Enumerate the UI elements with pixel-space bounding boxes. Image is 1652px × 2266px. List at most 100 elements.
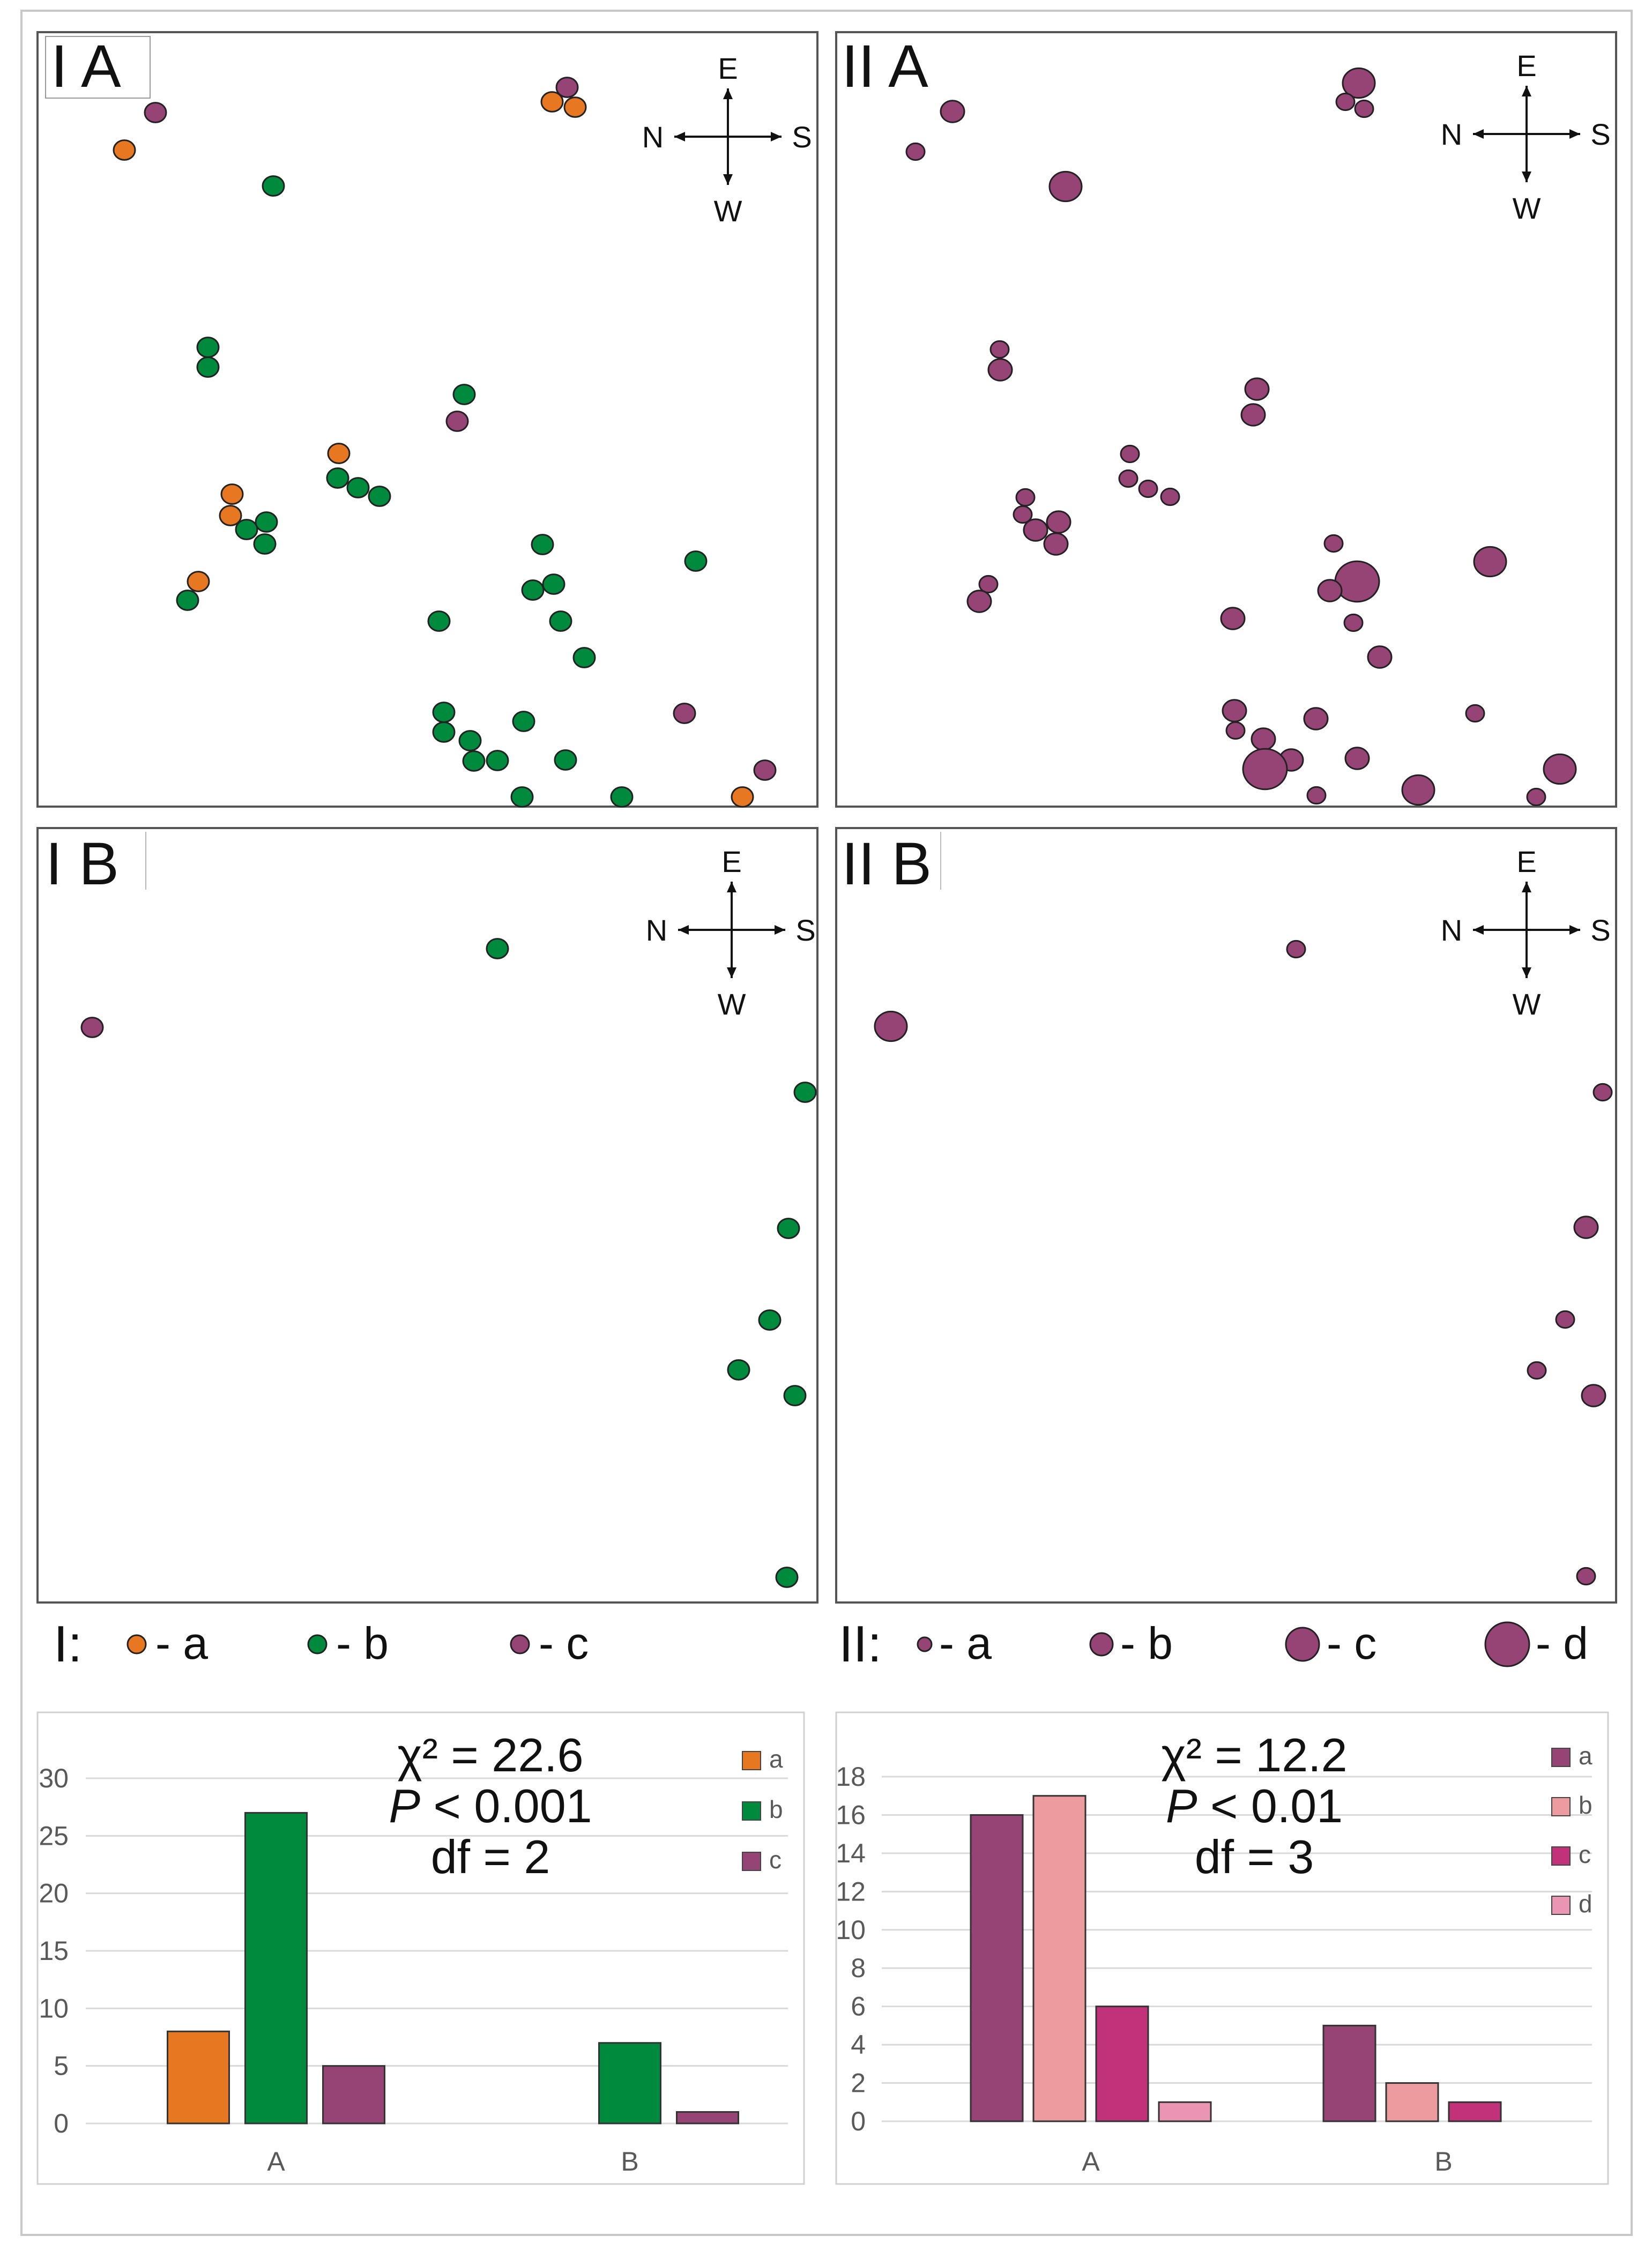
- legend-I-c-label: - c: [539, 1618, 589, 1668]
- map-dot: [486, 938, 509, 959]
- legend-II: II: - a - b - c - d: [839, 1615, 1588, 1673]
- map-dot: [1367, 645, 1393, 669]
- map-dot: [1251, 727, 1276, 751]
- y-tick-label: 14: [836, 1838, 866, 1868]
- legend-label-a: a: [769, 1745, 783, 1773]
- x-tick-label: A: [1082, 2146, 1100, 2176]
- compass-label-north: N: [646, 913, 667, 947]
- map-dot: [1222, 699, 1247, 722]
- map-dot: [531, 534, 554, 555]
- map-dot: [432, 721, 456, 743]
- legend-I-b-dot: [307, 1634, 328, 1654]
- figure-frame: [20, 10, 1633, 2236]
- bar-b-A: [244, 1812, 308, 2125]
- legend-swatch-b: [1551, 1797, 1571, 1816]
- map-dot: [235, 519, 258, 540]
- map-dot: [1120, 444, 1140, 464]
- map-label-IIA: II A: [842, 33, 928, 100]
- map-label-IA: I A: [51, 33, 121, 100]
- chart-I-frame: [36, 1711, 805, 2185]
- map-dot: [978, 575, 999, 594]
- compass-label-east: E: [721, 845, 741, 878]
- y-tick-label: 10: [836, 1915, 866, 1945]
- bar-c-B: [676, 2111, 739, 2125]
- map-label-IIB: II B: [842, 830, 932, 897]
- map-dot: [758, 1309, 782, 1331]
- legend-I-a-label: - a: [155, 1618, 208, 1668]
- map-dot: [1013, 505, 1033, 524]
- chart-I-p-symbol: P: [389, 1779, 420, 1832]
- map-dot: [540, 91, 564, 113]
- compass-label-south: S: [795, 913, 815, 947]
- chart-I-p-value: < 0.001: [420, 1779, 592, 1832]
- compass-label-south: S: [792, 120, 812, 154]
- map-dot: [220, 483, 244, 505]
- compass-label-south: S: [1590, 913, 1610, 947]
- y-tick-label: 8: [851, 1953, 866, 1983]
- dots-IB: [80, 938, 817, 1588]
- map-dot: [572, 647, 596, 668]
- map-dot: [346, 477, 370, 498]
- map-dot: [987, 358, 1013, 382]
- map-dot: [940, 100, 965, 123]
- compass-arrow-south: [771, 132, 782, 141]
- y-tick-label: 6: [851, 1992, 866, 2022]
- bar-b-A: [1032, 1795, 1087, 2122]
- legend-II-a-label: - a: [939, 1618, 992, 1668]
- legend-label-c: c: [769, 1846, 782, 1874]
- compass-label-north: N: [642, 120, 664, 154]
- legend-swatch-c: [1551, 1846, 1571, 1866]
- map-dot: [1244, 377, 1270, 401]
- compass-IIA: N S E W: [1441, 49, 1611, 225]
- legend-I-c-dot: [510, 1634, 530, 1654]
- legend-I-b-label: - b: [336, 1618, 389, 1668]
- bar-b-B: [1385, 2082, 1439, 2122]
- map-dot: [966, 590, 992, 613]
- chart-II-chi-label: χ² = 12.2: [1161, 1728, 1347, 1782]
- y-tick-label: 25: [39, 1821, 69, 1851]
- chart-I-legend: abc: [742, 1745, 783, 1874]
- map-dot: [610, 786, 634, 808]
- map-panel-IA: I A N S E W: [36, 31, 818, 808]
- bar-d-A: [1158, 2101, 1212, 2122]
- map-dot: [1015, 488, 1036, 507]
- map-dot: [253, 533, 277, 555]
- map-dot: [563, 96, 587, 118]
- map-dot: [462, 750, 486, 772]
- legend-II-b-dot: [1089, 1632, 1114, 1657]
- map-dot: [727, 1359, 750, 1381]
- map-dot: [1527, 1361, 1547, 1380]
- map-dot: [368, 486, 391, 507]
- map-panel-IB: I B N S E W: [36, 827, 818, 1604]
- chart-II-df-label: df = 3: [1195, 1830, 1314, 1883]
- legend-II-a-dot: [917, 1636, 933, 1652]
- compass-arrow-east: [727, 882, 736, 892]
- map-dot: [731, 786, 754, 808]
- compass-arrow-north: [1473, 129, 1484, 139]
- y-tick-label: 0: [851, 2106, 866, 2136]
- map-dot: [1354, 99, 1374, 118]
- map-dot: [187, 571, 210, 592]
- y-tick-label: 20: [39, 1879, 69, 1909]
- chart-I-p-label: P < 0.001: [389, 1779, 592, 1832]
- map-dot: [554, 749, 577, 771]
- compass-arrow-west: [723, 174, 733, 185]
- map-dot: [1334, 560, 1380, 603]
- bar-c-A: [1095, 2006, 1149, 2122]
- map-dot: [1043, 532, 1069, 556]
- map-dot: [512, 711, 535, 732]
- bar-a-A: [167, 2030, 230, 2125]
- compass-arrow-north: [678, 925, 689, 935]
- legend-label-a: a: [1579, 1742, 1593, 1770]
- map-dot: [1465, 704, 1485, 723]
- legend-swatch-a: [1551, 1748, 1571, 1767]
- map-dot: [1573, 1216, 1599, 1239]
- compass-arrow-east: [1522, 882, 1531, 892]
- y-tick-label: 4: [851, 2030, 866, 2060]
- map-panel-IIB: II B N S E W: [835, 827, 1617, 1604]
- x-tick-label: B: [1434, 2146, 1452, 2176]
- map-dot: [1344, 747, 1370, 770]
